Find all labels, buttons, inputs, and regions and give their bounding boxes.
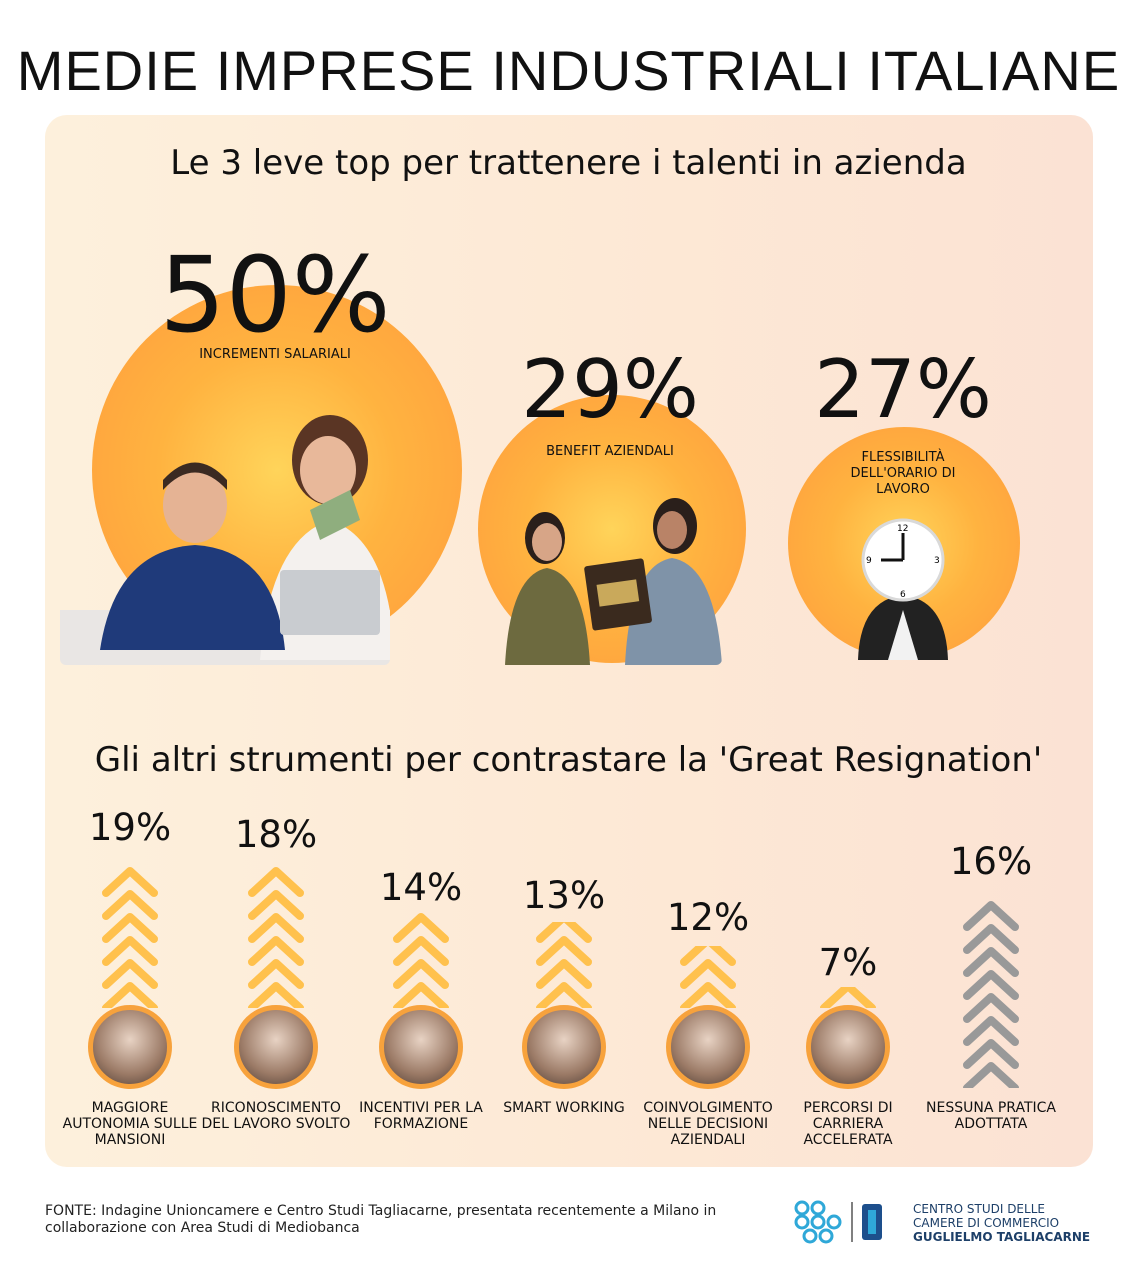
chevron-mark bbox=[536, 936, 592, 966]
other1-value: 19% bbox=[88, 806, 172, 849]
chevron-mark bbox=[963, 1062, 1019, 1088]
other6-value: 7% bbox=[818, 941, 878, 984]
logo-text: CENTRO STUDI DELLE CAMERE DI COMMERCIO G… bbox=[913, 1202, 1090, 1244]
chevron-mark bbox=[536, 922, 592, 943]
chevron-mark bbox=[248, 913, 304, 943]
source-note: FONTE: Indagine Unioncamere e Centro Stu… bbox=[45, 1203, 716, 1237]
chevron-column-autonomia bbox=[102, 867, 158, 1008]
top3-label: FLESSIBILITÀ DELL'ORARIO DI LAVORO bbox=[850, 450, 956, 497]
other4-value: 13% bbox=[522, 874, 606, 917]
chevron-mark bbox=[102, 890, 158, 920]
chevron-mark bbox=[680, 946, 736, 966]
chevron-column-riconoscimento bbox=[248, 867, 304, 1008]
avatar-riconoscimento bbox=[234, 1005, 318, 1089]
photo-salary bbox=[60, 415, 390, 665]
photo-benefit bbox=[505, 498, 722, 665]
top3-value: 27% bbox=[814, 343, 992, 436]
top1-label: INCREMENTI SALARIALI bbox=[199, 347, 351, 362]
avatar-autonomia bbox=[88, 1005, 172, 1089]
avatar-coinvolgimento bbox=[666, 1005, 750, 1089]
chevron-mark bbox=[393, 959, 449, 989]
chevron-column-smart-working bbox=[536, 922, 592, 1008]
logo-icon bbox=[794, 1200, 882, 1244]
section1-title: Le 3 leve top per trattenere i talenti i… bbox=[170, 143, 967, 183]
source-line-1: FONTE: Indagine Unioncamere e Centro Stu… bbox=[45, 1203, 717, 1219]
other5-label: COINVOLGIMENTO NELLE DECISIONI AZIENDALI bbox=[643, 1100, 773, 1148]
chevron-mark bbox=[248, 867, 304, 897]
logo-line-2: CAMERE DI COMMERCIO bbox=[913, 1216, 1060, 1230]
chevron-column-carriera bbox=[820, 987, 876, 1008]
chevron-mark bbox=[102, 982, 158, 1008]
top2-label: BENEFIT AZIENDALI bbox=[546, 444, 674, 459]
svg-text:6: 6 bbox=[900, 590, 906, 600]
top1-value: 50% bbox=[159, 234, 391, 356]
chevron-mark bbox=[963, 970, 1019, 1000]
other7-value: 16% bbox=[949, 840, 1033, 883]
chevron-mark bbox=[248, 982, 304, 1008]
avatar-smart-working bbox=[522, 1005, 606, 1089]
other3-value: 14% bbox=[379, 866, 463, 909]
chevron-mark bbox=[248, 890, 304, 920]
svg-text:9: 9 bbox=[866, 556, 872, 566]
svg-text:3: 3 bbox=[934, 556, 940, 566]
avatar-carriera bbox=[806, 1005, 890, 1089]
chevron-mark bbox=[102, 959, 158, 989]
chevron-column-nessuna bbox=[963, 901, 1019, 1088]
chevron-mark bbox=[102, 867, 158, 897]
other7-label: NESSUNA PRATICA ADOTTATA bbox=[926, 1100, 1056, 1132]
chevron-mark bbox=[963, 993, 1019, 1023]
chevron-mark bbox=[963, 947, 1019, 977]
other2-label: RICONOSCIMENTO DEL LAVORO SVOLTO bbox=[201, 1100, 351, 1132]
chevron-mark bbox=[102, 913, 158, 943]
other3-label: INCENTIVI PER LA FORMAZIONE bbox=[359, 1100, 483, 1132]
chevron-mark bbox=[680, 959, 736, 989]
source-line-2: collaborazione con Area Studi di Medioba… bbox=[45, 1220, 360, 1236]
other5-value: 12% bbox=[666, 896, 750, 939]
top2-value: 29% bbox=[521, 343, 699, 436]
chevron-mark bbox=[536, 982, 592, 1008]
svg-text:12: 12 bbox=[897, 524, 908, 534]
avatar-formazione bbox=[379, 1005, 463, 1089]
section2-title: Gli altri strumenti per contrastare la '… bbox=[94, 740, 1043, 780]
logo-line-3: GUGLIELMO TAGLIACARNE bbox=[913, 1230, 1091, 1244]
other1-label: MAGGIORE AUTONOMIA SULLE MANSIONI bbox=[62, 1100, 198, 1148]
chevron-column-formazione bbox=[393, 913, 449, 1008]
chevron-mark bbox=[963, 901, 1019, 931]
chevron-mark bbox=[820, 987, 876, 1008]
chevron-mark bbox=[963, 1039, 1019, 1069]
chevron-mark bbox=[248, 936, 304, 966]
chevron-mark bbox=[963, 1016, 1019, 1046]
chevron-mark bbox=[680, 982, 736, 1008]
chevron-mark bbox=[393, 913, 449, 943]
page-title: MEDIE IMPRESE INDUSTRIALI ITALIANE bbox=[16, 39, 1121, 102]
chevron-mark bbox=[102, 936, 158, 966]
chevron-mark bbox=[963, 924, 1019, 954]
chevron-mark bbox=[248, 959, 304, 989]
chevron-mark bbox=[536, 959, 592, 989]
chevron-mark bbox=[393, 982, 449, 1008]
other6-label: PERCORSI DI CARRIERA ACCELERATA bbox=[803, 1100, 893, 1148]
photo-clock: 12 3 6 9 bbox=[858, 518, 948, 660]
other2-value: 18% bbox=[234, 813, 318, 856]
other4-label: SMART WORKING bbox=[503, 1100, 625, 1116]
chevron-column-coinvolgimento bbox=[680, 946, 736, 1008]
chevron-mark bbox=[393, 936, 449, 966]
logo-line-1: CENTRO STUDI DELLE bbox=[913, 1202, 1045, 1216]
